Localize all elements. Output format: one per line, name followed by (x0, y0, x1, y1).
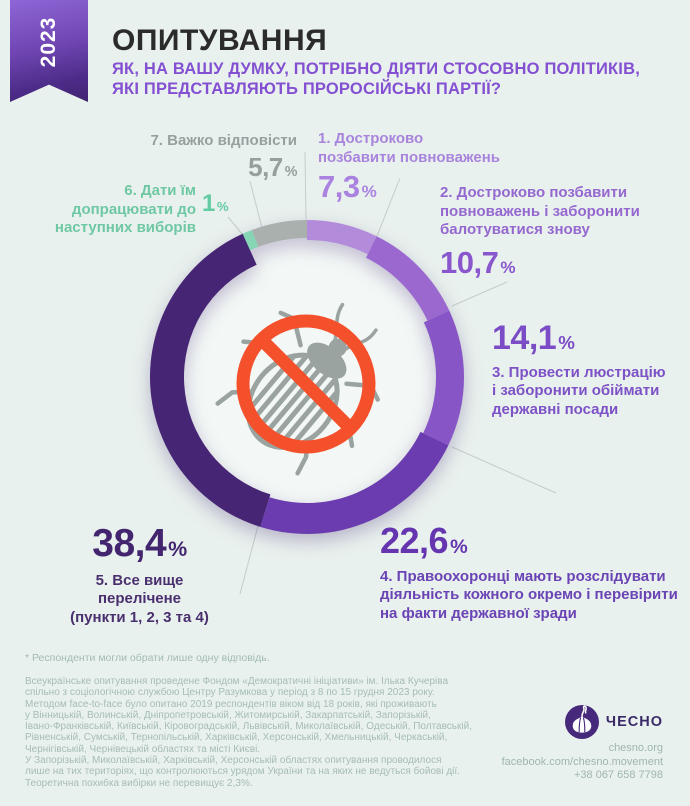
donut-segment-7 (251, 220, 307, 247)
survey-question: ЯК, НА ВАШУ ДУМКУ, ПОТРІБНО ДІЯТИ СТОСОВ… (112, 60, 640, 98)
segment-3-text: 3. Провести люстрацію і заборонити обійм… (492, 363, 666, 418)
facebook-link: facebook.com/chesno.movement (501, 755, 663, 768)
segment-label-5: 38,4% 5. Все вище перелічене (пункти 1, … (52, 522, 227, 627)
donut-segment-2 (366, 236, 450, 321)
chesno-logo: ЧЕСНО (564, 705, 663, 739)
donut-segment-1 (307, 220, 377, 255)
segment-label-3: 14,1% 3. Провести люстрацію і заборонити… (492, 319, 666, 419)
logo-wordmark: ЧЕСНО (605, 714, 663, 730)
segment-6-text: 6. Дати їм допрацювати до наступних вибо… (54, 182, 196, 236)
donut-segment-6 (242, 230, 259, 251)
segment-3-value: 14,1% (492, 319, 575, 357)
segment-1-value: 7,3% (318, 169, 377, 204)
segment-label-1: 1. Достроково позбавити повноважень 7,3% (318, 130, 500, 204)
segment-label-2: 2. Достроково позбавити повноважень і за… (440, 184, 640, 279)
segment-label-6: 6. Дати їм допрацювати до наступних вибо… (50, 182, 196, 238)
website-link: chesno.org (608, 742, 663, 754)
contact-block: chesno.org facebook.com/chesno.movement … (502, 742, 663, 783)
donut-ring (149, 220, 465, 535)
donut-segment-5 (149, 233, 271, 527)
segment-1-text: 1. Достроково позбавити повноважень (318, 130, 500, 166)
page-title: ОПИТУВАННЯ (112, 24, 328, 57)
segment-4-value: 22,6% (380, 520, 468, 561)
segment-label-7: 7. Важко відповісти 5,7% (100, 132, 297, 181)
segment-6-value: 1% (202, 190, 229, 217)
footnote: * Респонденти могли обрати лише одну від… (25, 652, 270, 664)
segment-7-text: 7. Важко відповісти (150, 132, 297, 149)
segment-4-text: 4. Правоохоронці мають розслідувати діял… (380, 567, 678, 622)
donut-segment-3 (423, 310, 465, 446)
segment-2-value: 10,7% (440, 244, 515, 280)
colorado-beetle-icon (215, 302, 380, 476)
segment-5-text: 5. Все вище перелічене (пункти 1, 2, 3 т… (70, 571, 209, 626)
leader-lines (227, 151, 557, 595)
prohibition-sign-icon (236, 314, 376, 454)
methodology-text: Всеукраїнське опитування проведене Фондо… (25, 676, 472, 789)
beetle-head (328, 338, 347, 357)
garlic-icon (564, 705, 599, 739)
phone-number: +38 067 658 7798 (573, 769, 663, 781)
segment-5-value: 38,4% (92, 522, 187, 565)
donut-segment-4 (260, 431, 449, 535)
segment-2-text: 2. Достроково позбавити повноважень і за… (440, 184, 640, 238)
segment-7-value: 5,7% (248, 151, 297, 182)
segment-label-4: 22,6% 4. Правоохоронці мають розслідуват… (380, 522, 678, 623)
